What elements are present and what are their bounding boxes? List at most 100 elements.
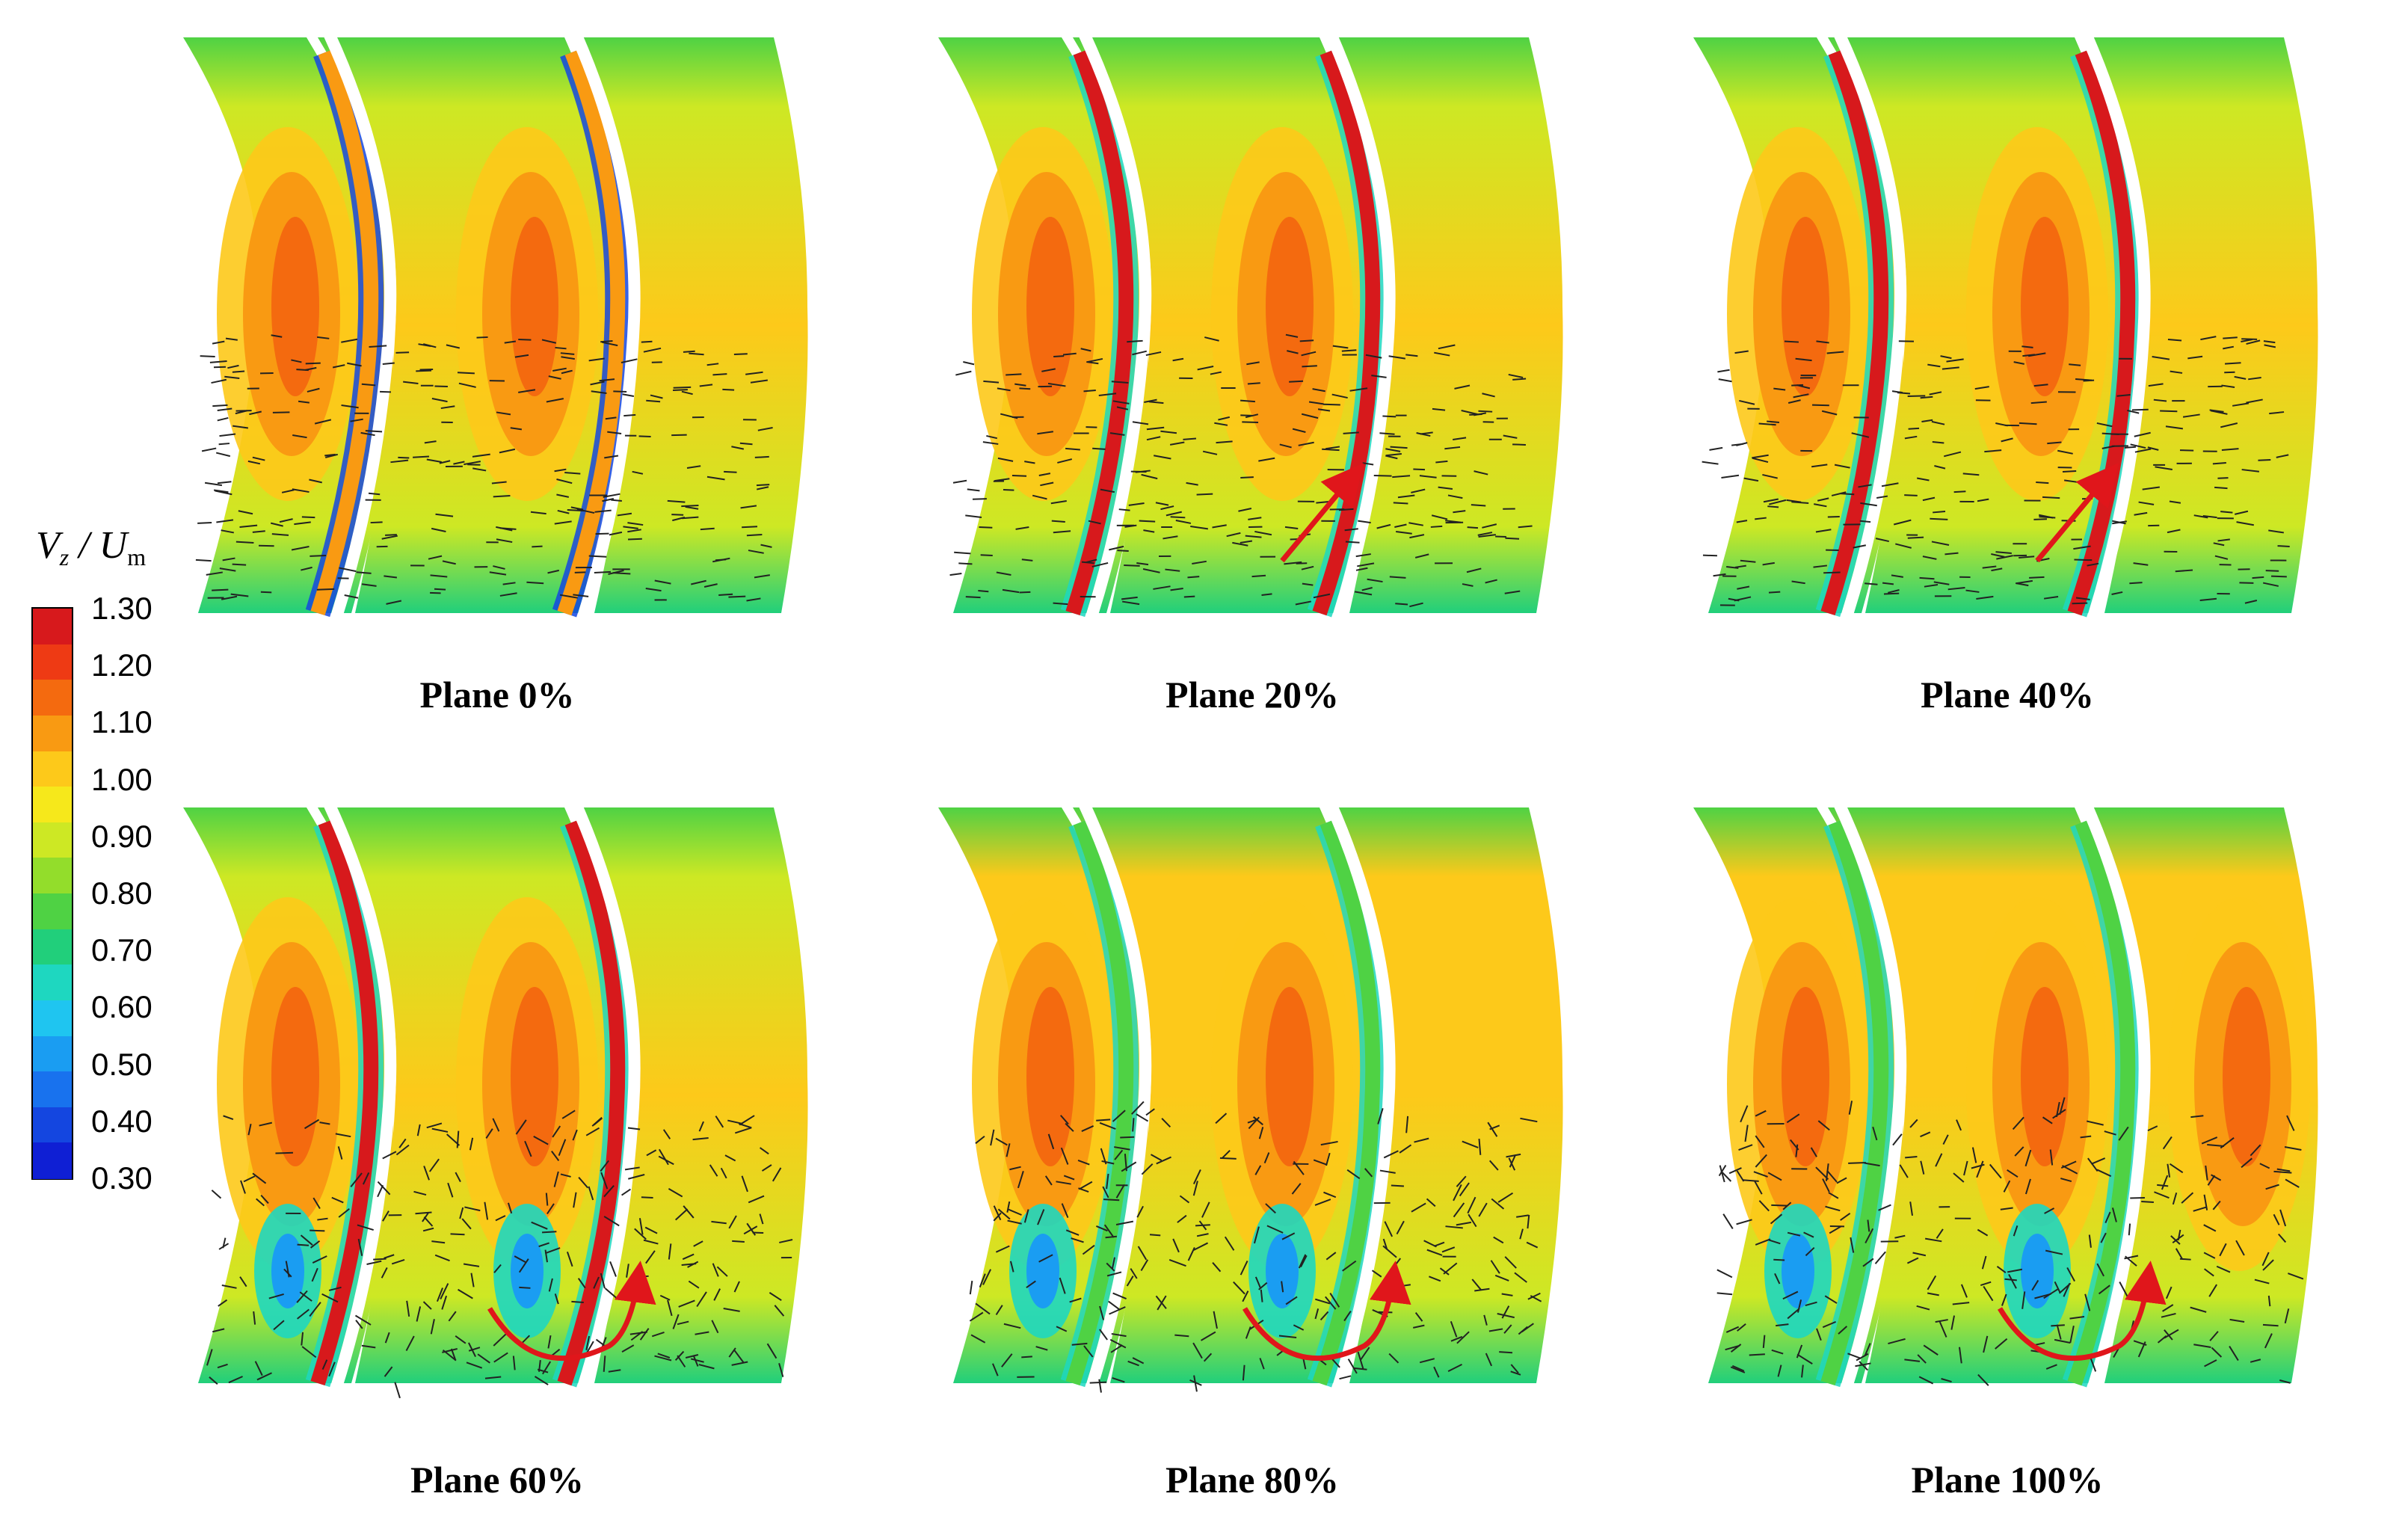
contour-field: [1693, 31, 2318, 619]
colorbar-tick-label: 0.70: [91, 932, 153, 968]
flow-direction-arrow: [1280, 463, 1364, 563]
colorbar-band: [33, 680, 72, 716]
core-region: [1782, 987, 1829, 1166]
blade-gap: [570, 801, 641, 1389]
low-velocity-pocket: [1026, 1234, 1059, 1308]
jet-streak: [2067, 819, 2136, 1386]
low-velocity-pocket: [1782, 1234, 1814, 1308]
colorbar-band: [33, 1107, 72, 1144]
jet-streak: [557, 819, 626, 1386]
panel-label: Plane 80%: [1165, 1459, 1339, 1501]
colorbar-gradient: [31, 607, 73, 1180]
colorbar-legend: Vz / Um 1.30 1.20 1.10 1.00 0.90 0.80 0.70 0.60…: [22, 523, 194, 1196]
contour-panel-plane-40: Plane 40%: [1686, 22, 2329, 716]
colorbar-band: [33, 1000, 72, 1037]
colorbar-tick-label: 0.40: [91, 1103, 153, 1139]
core-region: [271, 987, 319, 1166]
contour-field: [183, 801, 808, 1399]
flow-direction-arrow: [487, 1261, 656, 1362]
low-velocity-pocket: [1266, 1234, 1299, 1308]
blade-gap: [570, 31, 641, 619]
velocity-vectors: [206, 1110, 793, 1399]
colorbar-band: [33, 715, 72, 752]
blade-gap: [1078, 31, 1152, 619]
blade-gap: [323, 801, 397, 1389]
jet-streak: [1820, 819, 1889, 1386]
velocity-vectors: [195, 334, 773, 605]
contour-panel-plane-100: Plane 100%: [1686, 793, 2329, 1501]
core-region: [271, 217, 319, 396]
jet-streak: [310, 819, 379, 1386]
colorbar-band: [33, 644, 72, 681]
colorbar-band: [33, 609, 72, 645]
flow-direction-arrow: [1997, 1261, 2167, 1362]
colorbar-band: [33, 1036, 72, 1073]
colorbar-tick-label: 1.20: [91, 647, 153, 683]
contour-panel-plane-20: Plane 20%: [931, 22, 1574, 716]
core-region: [2223, 987, 2270, 1166]
blade-gap: [1833, 801, 1907, 1389]
panel-label: Plane 20%: [1165, 674, 1339, 716]
flow-passage: [1334, 807, 1563, 1383]
panel-label: Plane 60%: [410, 1459, 584, 1501]
colorbar-band: [33, 964, 72, 1001]
blade-gap: [1833, 31, 1907, 619]
colorbar-tick-label: 0.80: [91, 876, 153, 911]
jet-streak: [557, 49, 626, 616]
jet-streak: [1312, 819, 1381, 1386]
blade-gap: [1325, 31, 1396, 619]
colorbar-band: [33, 1142, 72, 1179]
contour-panel-plane-80: Plane 80%: [931, 793, 1574, 1501]
core-region: [1026, 217, 1074, 396]
core-region: [1266, 217, 1314, 396]
core-region: [1026, 987, 1074, 1166]
contour-field: [938, 31, 1563, 619]
colorbar-tick-label: 0.50: [91, 1046, 153, 1082]
jet-streak: [1065, 49, 1134, 616]
jet-streak: [310, 49, 379, 616]
colorbar-tick-label: 0.30: [91, 1160, 153, 1196]
blade-gap: [1325, 801, 1396, 1389]
jet-streak: [1065, 819, 1134, 1386]
colorbar-title: Vz / Um: [36, 523, 146, 571]
colorbar-title-subscript-m: m: [127, 544, 147, 570]
contour-panel-plane-60: Plane 60%: [176, 793, 819, 1501]
colorbar-band: [33, 822, 72, 859]
colorbar-band: [33, 929, 72, 966]
contour-field: [938, 801, 1563, 1393]
core-region: [2021, 217, 2069, 396]
colorbar-band: [33, 893, 72, 930]
flow-passage: [2090, 37, 2318, 613]
colorbar-band: [33, 751, 72, 788]
colorbar-tick-label: 0.60: [91, 989, 153, 1025]
blade-gap: [1078, 801, 1152, 1389]
blade-gap: [2080, 801, 2151, 1389]
jet-streak: [2067, 49, 2136, 616]
panel-label: Plane 40%: [1921, 674, 2094, 716]
core-region: [1782, 217, 1829, 396]
flow-passage: [579, 37, 808, 613]
colorbar-band: [33, 858, 72, 894]
colorbar-band: [33, 1071, 72, 1108]
velocity-vectors: [1702, 336, 2290, 606]
flow-direction-arrow: [1242, 1261, 1411, 1362]
velocity-vectors: [1716, 1097, 2304, 1386]
blade-gap: [2080, 31, 2151, 619]
low-velocity-pocket: [511, 1234, 544, 1308]
contour-field: [1693, 801, 2318, 1389]
colorbar-title-symbol: V: [36, 524, 60, 567]
core-region: [511, 217, 558, 396]
contour-field: [183, 31, 808, 619]
jet-streak: [1312, 49, 1381, 616]
panel-label: Plane 100%: [1911, 1459, 2104, 1501]
colorbar-tick-label: 0.90: [91, 818, 153, 854]
colorbar-band: [33, 787, 72, 823]
core-region: [511, 987, 558, 1166]
colorbar-tick-label: 1.10: [91, 704, 153, 740]
colorbar-tick-label: 1.00: [91, 761, 153, 797]
low-velocity-pocket: [2021, 1234, 2054, 1308]
core-region: [1266, 987, 1314, 1166]
flow-direction-arrow: [2035, 463, 2119, 563]
flow-passage: [579, 807, 808, 1383]
